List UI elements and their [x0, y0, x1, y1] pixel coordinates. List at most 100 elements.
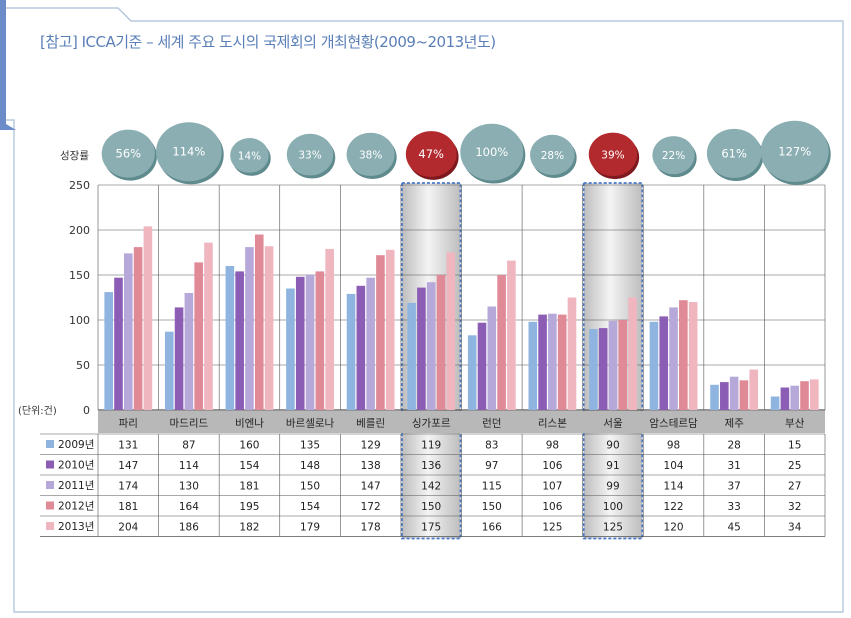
table-cell: 179 [300, 522, 320, 534]
legend-label: 2013년 [58, 521, 94, 533]
growth-bubble [101, 129, 155, 178]
table-cell: 100 [603, 501, 623, 513]
bar [305, 275, 315, 410]
growth-bubble [530, 134, 575, 175]
bar [688, 302, 698, 410]
table-cell: 166 [482, 522, 502, 534]
y-tick-label: 250 [69, 179, 90, 192]
bar [477, 322, 487, 410]
bar [194, 262, 203, 410]
bar [385, 249, 395, 410]
growth-bubble [760, 120, 829, 182]
bar [669, 307, 678, 410]
growth-rate-label: 100% [475, 145, 508, 159]
growth-bubble [346, 132, 395, 177]
bar [366, 277, 375, 410]
table-cell: 115 [482, 481, 502, 493]
table-cell: 33 [727, 501, 740, 513]
table-cell: 142 [421, 481, 441, 493]
category-label: 서울 [603, 418, 623, 430]
table-cell: 34 [788, 522, 802, 534]
growth-rate-label: 14% [238, 150, 261, 162]
growth-bubble [588, 132, 638, 177]
bar [104, 292, 113, 410]
bar [376, 255, 385, 410]
category-label: 비엔나 [235, 418, 264, 430]
growth-bubble [230, 138, 269, 173]
category-label: 런던 [482, 418, 501, 430]
table-cell: 182 [239, 522, 259, 534]
bar [325, 248, 334, 410]
bar [245, 247, 254, 410]
table-cell: 150 [482, 501, 502, 513]
table-cell: 125 [603, 522, 623, 534]
legend-swatch [46, 481, 54, 489]
table-cell: 27 [788, 481, 801, 493]
bar [720, 382, 729, 410]
bar [790, 385, 800, 410]
y-tick-label: 100 [69, 314, 90, 327]
category-label: 베를린 [356, 418, 385, 430]
bar [649, 321, 659, 410]
table-cell: 31 [727, 460, 740, 472]
table-cell: 154 [239, 460, 259, 472]
bar [446, 252, 456, 410]
bar [739, 380, 749, 410]
bar [254, 234, 264, 410]
bar [436, 275, 446, 410]
table-cell: 15 [788, 440, 801, 452]
table-cell: 178 [361, 522, 381, 534]
table-cell: 120 [664, 522, 684, 534]
growth-rate-label: 56% [116, 147, 142, 161]
table-cell: 32 [788, 501, 801, 513]
bar [426, 282, 436, 410]
table-cell: 204 [118, 522, 138, 534]
table-cell: 154 [300, 501, 320, 513]
bar [295, 276, 305, 410]
table-cell: 125 [542, 522, 562, 534]
table-cell: 90 [606, 440, 619, 452]
table-cell: 106 [542, 501, 562, 513]
category-header-band [98, 411, 825, 433]
table-cell: 87 [182, 440, 195, 452]
bar [729, 376, 739, 410]
bar [567, 297, 577, 410]
legend-label: 2010년 [58, 460, 94, 472]
growth-rate-label: 39% [601, 149, 624, 161]
growth-rate-label: 47% [418, 147, 444, 161]
table-cell: 98 [546, 440, 559, 452]
growth-rate-label: 38% [359, 149, 382, 161]
table-cell: 136 [421, 460, 441, 472]
table-cell: 181 [118, 501, 138, 513]
bar [548, 313, 557, 410]
table-cell: 186 [179, 522, 199, 534]
bar [467, 335, 477, 410]
bar [810, 379, 819, 410]
table-cell: 114 [179, 460, 199, 472]
bar [608, 320, 618, 410]
table-cell: 195 [239, 501, 259, 513]
table-cell: 99 [606, 481, 619, 493]
category-label: 암스테르담 [649, 418, 698, 430]
table-cell: 91 [606, 460, 619, 472]
bar [264, 246, 274, 410]
table-cell: 147 [361, 481, 381, 493]
table-cell: 97 [485, 460, 498, 472]
bar [235, 271, 244, 410]
legend-swatch [46, 440, 54, 448]
table-cell: 160 [239, 440, 259, 452]
bar [133, 247, 143, 410]
table-cell: 122 [664, 501, 684, 513]
bar [286, 288, 295, 410]
growth-bubble [652, 136, 695, 175]
table-cell: 172 [361, 501, 381, 513]
table-cell: 175 [421, 522, 441, 534]
bar [749, 369, 759, 410]
table-cell: 114 [664, 481, 684, 493]
table-cell: 131 [118, 440, 138, 452]
table-cell: 106 [542, 460, 562, 472]
table-cell: 150 [421, 501, 441, 513]
table-cell: 28 [727, 440, 740, 452]
y-tick-label: 0 [83, 404, 90, 417]
